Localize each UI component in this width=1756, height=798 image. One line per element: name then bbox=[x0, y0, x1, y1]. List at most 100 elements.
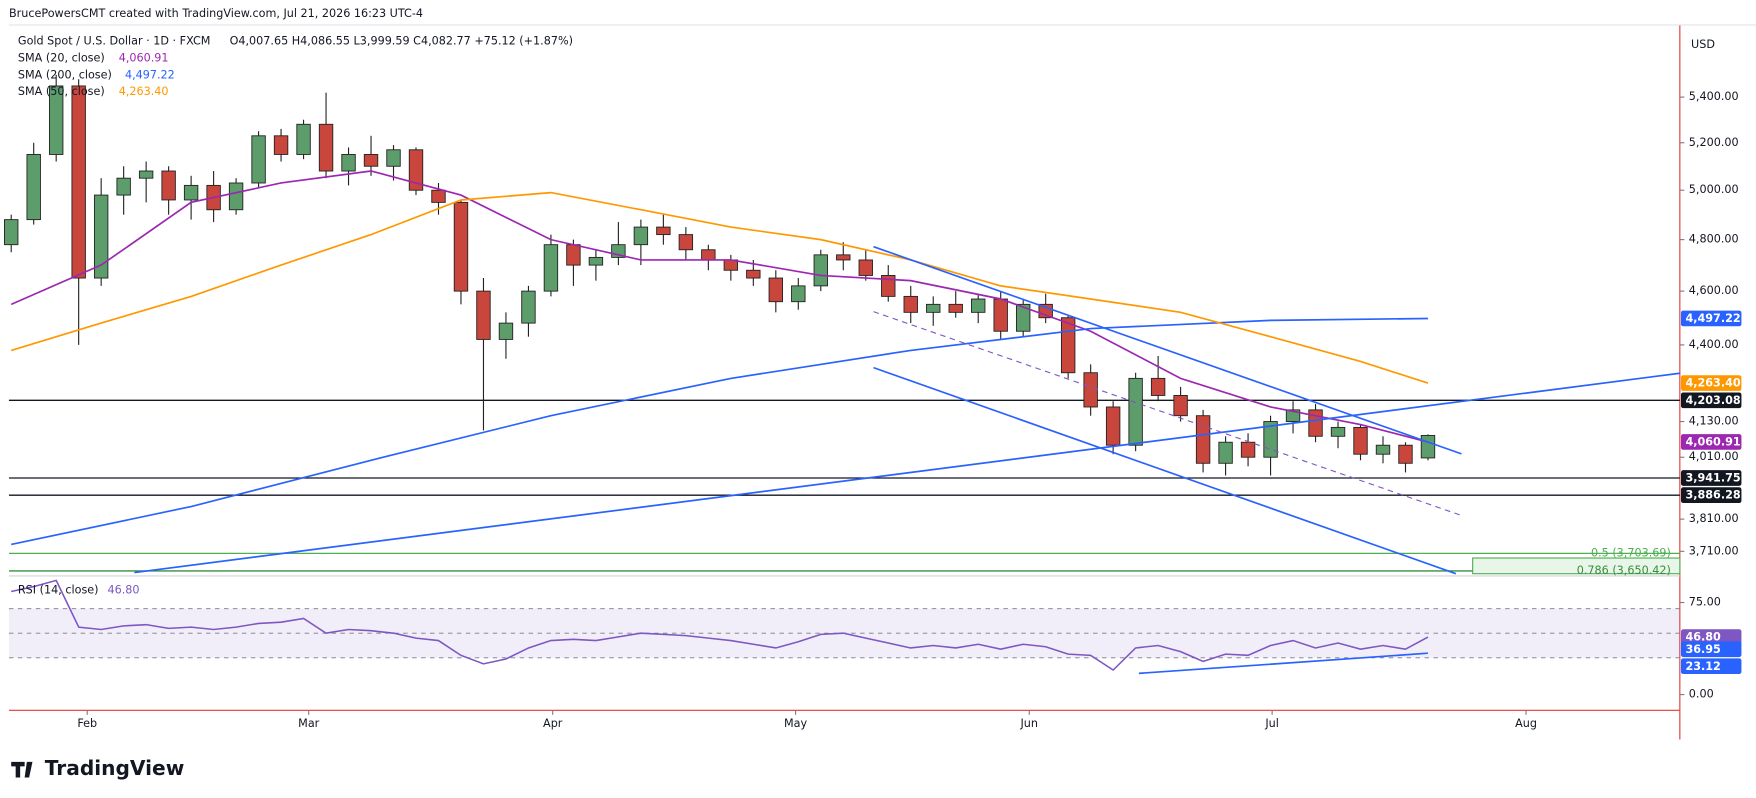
candle-body bbox=[1353, 426, 1368, 455]
y-tick-label: 4,130.00 bbox=[1689, 415, 1739, 428]
candle-body bbox=[768, 277, 784, 303]
sma-line bbox=[10, 170, 1429, 443]
candle-body bbox=[138, 170, 154, 179]
candle-body bbox=[26, 154, 41, 221]
rsi-title: RSI (14, close) bbox=[18, 584, 99, 597]
y-tick-label: 4,600.00 bbox=[1689, 284, 1739, 297]
candle-body bbox=[881, 274, 896, 297]
y-tick-label: 5,200.00 bbox=[1689, 136, 1739, 149]
price-tag bbox=[1680, 434, 1742, 450]
y-tick-label: 5,400.00 bbox=[1689, 90, 1739, 103]
x-tick-label: Mar bbox=[298, 717, 320, 730]
candle-body bbox=[318, 123, 334, 172]
sma-line bbox=[10, 191, 1429, 384]
candle-body bbox=[1420, 435, 1436, 459]
candle-body bbox=[1015, 303, 1031, 332]
candle-body bbox=[116, 177, 131, 196]
rsi-value: 46.80 bbox=[108, 584, 140, 597]
x-tick-label: Apr bbox=[543, 717, 563, 730]
x-tick-label: Jun bbox=[1020, 717, 1038, 730]
candle-body bbox=[161, 170, 176, 201]
candle-body bbox=[791, 285, 806, 303]
price-tag-label: 46.80 bbox=[1685, 631, 1721, 644]
candle-body bbox=[363, 154, 379, 167]
candle-body bbox=[701, 249, 716, 261]
price-tag bbox=[1680, 641, 1742, 658]
candle-body bbox=[813, 254, 828, 287]
x-tick-label: Aug bbox=[1515, 717, 1537, 730]
candle-body bbox=[588, 256, 604, 266]
price-tag bbox=[1680, 310, 1742, 327]
price-tag bbox=[1680, 487, 1742, 503]
candle-body bbox=[71, 85, 86, 279]
candle-body bbox=[1330, 426, 1346, 437]
price-tag-label: 3,886.28 bbox=[1685, 489, 1740, 502]
candle-body bbox=[453, 201, 469, 292]
price-tag bbox=[1680, 658, 1742, 675]
legend-value: 4,497.22 bbox=[125, 68, 175, 81]
legend-name: SMA (50, close) bbox=[18, 85, 105, 98]
candle-body bbox=[903, 295, 918, 313]
candle-body bbox=[431, 189, 446, 203]
candle-body bbox=[1060, 317, 1076, 374]
candle-body bbox=[341, 154, 356, 172]
candle-body bbox=[1285, 409, 1301, 422]
price-tag-label: 23.12 bbox=[1685, 660, 1720, 673]
fib-label: 0.5 (3,703.69) bbox=[1591, 546, 1671, 559]
candle-body bbox=[656, 226, 671, 236]
candle-body bbox=[498, 322, 514, 340]
price-tag-label: 36.95 bbox=[1685, 643, 1720, 656]
candle-body bbox=[948, 303, 963, 313]
price-tag-label: 4,060.91 bbox=[1685, 436, 1740, 449]
candle-body bbox=[476, 290, 491, 340]
candle-body bbox=[1308, 409, 1323, 437]
candle-body bbox=[926, 303, 941, 313]
trend-line bbox=[873, 366, 1457, 575]
candle-body bbox=[93, 194, 109, 279]
legend-value: 4,263.40 bbox=[119, 85, 169, 98]
candle-body bbox=[296, 123, 311, 155]
candle-body bbox=[273, 135, 289, 155]
price-tag-label: 4,203.08 bbox=[1685, 394, 1740, 407]
target-zone bbox=[1472, 557, 1681, 575]
candle-body bbox=[993, 298, 1008, 332]
logo-mark bbox=[11, 761, 33, 778]
candle-body bbox=[543, 244, 559, 292]
x-tick-label: Feb bbox=[77, 717, 97, 730]
candle-body bbox=[408, 149, 424, 191]
logo: TradingView bbox=[45, 756, 185, 780]
drawings bbox=[134, 245, 1681, 675]
trend-line bbox=[873, 245, 1462, 455]
legend-name: SMA (20, close) bbox=[18, 52, 105, 65]
price-tag bbox=[1680, 375, 1742, 391]
rsi-line bbox=[11, 579, 1429, 672]
candle-body bbox=[1083, 372, 1098, 408]
candle-body bbox=[1240, 441, 1256, 458]
axis-labels: 5,400.00 5,200.00 5,000.00 4,800.00 4,600.00… bbox=[18, 52, 1742, 730]
candle-body bbox=[1375, 444, 1391, 455]
y-tick-label: 4,010.00 bbox=[1689, 450, 1739, 463]
attribution: BrucePowersCMT created with TradingView.… bbox=[9, 7, 423, 20]
candle-body bbox=[228, 182, 244, 211]
candle-body bbox=[1398, 444, 1413, 464]
x-tick-label: Jul bbox=[1264, 717, 1279, 730]
y-tick-label: 5,000.00 bbox=[1689, 183, 1739, 196]
rsi-trend-line bbox=[1138, 652, 1428, 675]
candle-body bbox=[746, 269, 761, 279]
ohlc: O4,007.65 H4,086.55 L3,999.59 C4,082.77 … bbox=[230, 35, 573, 48]
price-tag-label: 4,497.22 bbox=[1685, 312, 1740, 325]
candle-body bbox=[1105, 406, 1121, 446]
price-pane bbox=[4, 74, 1685, 715]
symbol-title: Gold Spot / U.S. Dollar · 1D · FXCM bbox=[18, 35, 211, 48]
channel-line bbox=[873, 311, 1462, 516]
candle-body bbox=[386, 149, 401, 167]
currency: USD bbox=[1691, 38, 1715, 51]
trend-line bbox=[134, 372, 1680, 574]
price-tag bbox=[1680, 392, 1742, 409]
price-tag-label: 4,263.40 bbox=[1685, 377, 1740, 390]
candle-body bbox=[1128, 377, 1143, 446]
candle-body bbox=[4, 219, 19, 246]
candle-body bbox=[1150, 377, 1166, 396]
candle-body bbox=[858, 259, 873, 276]
